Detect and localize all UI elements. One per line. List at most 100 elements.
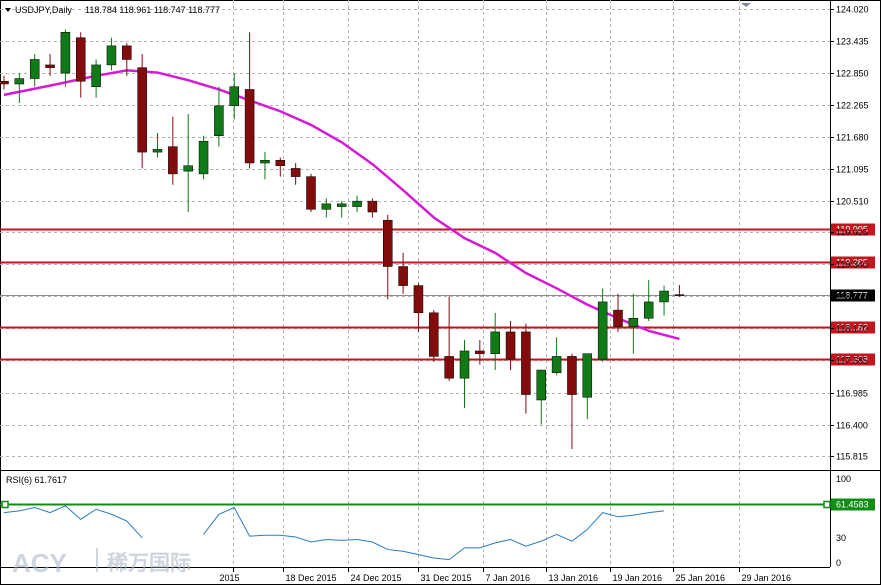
candle[interactable] <box>597 288 608 362</box>
candle[interactable] <box>367 198 378 218</box>
price-tick-label: 122.850 <box>836 69 869 79</box>
candle[interactable] <box>475 340 485 365</box>
rsi-label: RSI(6) 61.7617 <box>6 475 67 485</box>
candle-body <box>383 219 393 267</box>
candle-body <box>459 350 470 379</box>
candle-body <box>352 200 362 207</box>
candles[interactable] <box>0 29 685 450</box>
candle[interactable] <box>14 73 25 104</box>
candle[interactable] <box>214 86 224 147</box>
candle-body <box>613 309 623 327</box>
candle[interactable] <box>490 312 500 371</box>
horizontal-levels[interactable]: 119.995 119.385 118.182 117.608 118.777 <box>0 223 875 366</box>
candle[interactable] <box>429 310 439 362</box>
candle-body <box>582 353 593 398</box>
candle-body <box>521 331 531 395</box>
candle[interactable] <box>45 54 55 76</box>
candle[interactable] <box>413 282 424 332</box>
rsi-line <box>203 506 665 561</box>
candle-body <box>336 203 347 207</box>
candle-body <box>152 149 163 153</box>
candle[interactable] <box>505 320 516 371</box>
candle-body <box>367 200 378 213</box>
candle[interactable] <box>29 54 40 87</box>
watermark-brand: ACY <box>12 548 67 578</box>
candle[interactable] <box>536 369 546 425</box>
candle[interactable] <box>336 201 347 218</box>
candle-body <box>91 64 101 87</box>
horizontal-level-badge <box>831 353 875 366</box>
candle-body <box>536 369 546 401</box>
candle-body <box>628 318 639 327</box>
candle-body <box>444 356 454 379</box>
candle[interactable] <box>229 73 239 120</box>
candle-body <box>413 285 424 314</box>
candle-body <box>321 203 332 210</box>
candle[interactable] <box>521 323 531 414</box>
candle[interactable] <box>0 75 9 90</box>
candle[interactable] <box>459 340 470 409</box>
horizontal-level-label: 118.182 <box>836 323 868 333</box>
candle[interactable] <box>674 284 685 297</box>
candle[interactable] <box>306 173 316 213</box>
candle[interactable] <box>198 135 209 180</box>
horizontal-level-label: 119.385 <box>836 258 868 268</box>
candle[interactable] <box>60 29 71 87</box>
candle-body <box>60 31 71 74</box>
candle[interactable] <box>76 32 86 98</box>
candle-body <box>183 165 193 172</box>
candle[interactable] <box>628 293 639 354</box>
candle[interactable] <box>352 195 362 213</box>
price-tick-label: 124.020 <box>836 5 869 15</box>
candle-body <box>475 350 485 354</box>
dropdown-icon[interactable] <box>5 8 11 12</box>
rsi-tick-label: 0 <box>836 558 841 568</box>
candle[interactable] <box>643 280 654 321</box>
scroll-marker-icon[interactable] <box>741 3 751 7</box>
candle[interactable] <box>168 116 178 185</box>
candle-body <box>659 290 669 303</box>
candle[interactable] <box>91 59 101 98</box>
candle[interactable] <box>551 337 562 376</box>
time-tick-label: 25 Jan 2016 <box>676 573 726 583</box>
candle[interactable] <box>122 43 132 76</box>
candle-body <box>29 59 40 79</box>
candle-body <box>567 356 577 395</box>
candle[interactable] <box>582 353 593 420</box>
price-tick-label: 121.680 <box>836 133 869 143</box>
rsi-line <box>3 505 143 539</box>
rsi-tick-label: 30 <box>836 533 846 543</box>
rsi-level-handle <box>1 500 9 509</box>
candle-body <box>14 78 25 85</box>
candle[interactable] <box>383 214 393 300</box>
candle-body <box>198 140 209 175</box>
price-tick-label: 118.170 <box>836 324 868 334</box>
candle[interactable] <box>613 293 623 332</box>
candle[interactable] <box>106 37 117 71</box>
horizontal-level-badge <box>831 321 875 334</box>
candle[interactable] <box>659 285 669 316</box>
horizontal-level-badge <box>831 223 875 236</box>
candle-body <box>137 67 147 153</box>
candle[interactable] <box>321 198 332 218</box>
candle[interactable] <box>275 157 286 177</box>
candle[interactable] <box>567 353 577 450</box>
candle-body <box>45 64 55 68</box>
candle[interactable] <box>183 113 193 213</box>
rsi-indicator[interactable]: 61.4583 100 30 0 <box>0 474 875 568</box>
candle[interactable] <box>152 133 163 158</box>
candle[interactable] <box>444 296 454 381</box>
candle-body <box>505 331 516 360</box>
time-tick-label: 7 Jan 2016 <box>486 573 531 583</box>
candle[interactable] <box>398 252 408 294</box>
candle-body <box>122 45 132 60</box>
candle[interactable] <box>260 152 270 180</box>
candle-body <box>244 89 255 164</box>
price-tick-label: 117.585 <box>836 356 868 366</box>
price-tick-label: 122.265 <box>836 101 869 111</box>
candle[interactable] <box>290 162 301 185</box>
candle[interactable] <box>244 32 255 169</box>
candle-body <box>643 301 654 319</box>
candle[interactable] <box>137 54 147 169</box>
